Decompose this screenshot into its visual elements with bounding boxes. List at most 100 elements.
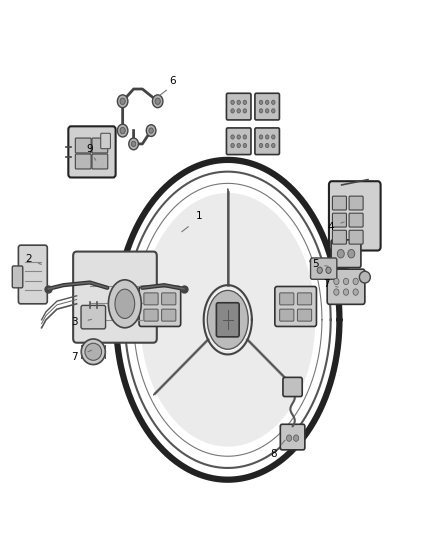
- FancyBboxPatch shape: [226, 93, 251, 120]
- Circle shape: [152, 95, 163, 108]
- Circle shape: [317, 267, 322, 273]
- Ellipse shape: [115, 289, 135, 318]
- Circle shape: [265, 109, 269, 113]
- Circle shape: [353, 278, 358, 285]
- FancyBboxPatch shape: [92, 138, 108, 153]
- Circle shape: [272, 135, 275, 139]
- Circle shape: [237, 135, 240, 139]
- Circle shape: [237, 100, 240, 104]
- FancyBboxPatch shape: [279, 293, 294, 305]
- Circle shape: [265, 100, 269, 104]
- FancyBboxPatch shape: [162, 293, 176, 305]
- Text: 8: 8: [270, 449, 277, 459]
- FancyBboxPatch shape: [283, 377, 302, 397]
- FancyBboxPatch shape: [226, 128, 251, 155]
- FancyBboxPatch shape: [311, 258, 337, 279]
- Circle shape: [243, 135, 247, 139]
- Circle shape: [293, 435, 299, 441]
- Circle shape: [120, 98, 125, 104]
- Circle shape: [343, 289, 349, 295]
- Text: 7: 7: [323, 279, 330, 288]
- Circle shape: [259, 100, 263, 104]
- Circle shape: [334, 278, 339, 285]
- Circle shape: [272, 100, 275, 104]
- FancyBboxPatch shape: [255, 93, 279, 120]
- FancyBboxPatch shape: [139, 286, 180, 326]
- FancyBboxPatch shape: [349, 230, 363, 244]
- FancyBboxPatch shape: [332, 213, 346, 227]
- FancyBboxPatch shape: [255, 128, 279, 155]
- Text: 9: 9: [86, 144, 93, 154]
- FancyBboxPatch shape: [73, 252, 157, 343]
- FancyBboxPatch shape: [18, 245, 47, 304]
- FancyBboxPatch shape: [101, 133, 110, 149]
- Circle shape: [259, 143, 263, 148]
- Circle shape: [334, 289, 339, 295]
- Circle shape: [155, 98, 160, 104]
- FancyBboxPatch shape: [297, 309, 311, 321]
- Text: 4: 4: [327, 222, 334, 231]
- FancyBboxPatch shape: [280, 424, 305, 450]
- FancyBboxPatch shape: [144, 309, 158, 321]
- FancyBboxPatch shape: [275, 286, 316, 326]
- Ellipse shape: [109, 280, 141, 328]
- FancyBboxPatch shape: [331, 240, 361, 268]
- Text: 3: 3: [71, 318, 78, 327]
- Text: 1: 1: [196, 211, 203, 221]
- Circle shape: [337, 249, 344, 258]
- Text: 5: 5: [312, 259, 319, 269]
- Circle shape: [117, 95, 128, 108]
- FancyBboxPatch shape: [349, 196, 363, 210]
- FancyBboxPatch shape: [92, 154, 108, 169]
- FancyBboxPatch shape: [75, 154, 91, 169]
- Ellipse shape: [85, 343, 102, 360]
- FancyBboxPatch shape: [75, 138, 91, 153]
- FancyBboxPatch shape: [332, 230, 346, 244]
- Circle shape: [117, 124, 128, 137]
- FancyBboxPatch shape: [216, 303, 239, 337]
- Circle shape: [237, 109, 240, 113]
- FancyBboxPatch shape: [297, 293, 311, 305]
- FancyBboxPatch shape: [12, 266, 23, 288]
- Circle shape: [231, 135, 234, 139]
- FancyBboxPatch shape: [327, 269, 365, 304]
- Circle shape: [231, 143, 234, 148]
- Circle shape: [131, 141, 136, 147]
- Circle shape: [272, 143, 275, 148]
- Polygon shape: [228, 193, 315, 393]
- Circle shape: [120, 127, 125, 134]
- Circle shape: [272, 109, 275, 113]
- FancyBboxPatch shape: [279, 309, 294, 321]
- Circle shape: [231, 100, 234, 104]
- Text: 6: 6: [170, 76, 177, 86]
- FancyBboxPatch shape: [68, 126, 116, 177]
- Circle shape: [265, 143, 269, 148]
- Circle shape: [265, 135, 269, 139]
- Polygon shape: [140, 193, 228, 393]
- FancyBboxPatch shape: [144, 293, 158, 305]
- FancyBboxPatch shape: [329, 181, 381, 251]
- Text: 7: 7: [71, 352, 78, 362]
- Circle shape: [348, 249, 355, 258]
- Circle shape: [146, 125, 156, 136]
- Circle shape: [259, 135, 263, 139]
- Circle shape: [286, 435, 292, 441]
- Circle shape: [231, 109, 234, 113]
- Ellipse shape: [207, 290, 248, 349]
- Circle shape: [237, 143, 240, 148]
- Circle shape: [243, 143, 247, 148]
- FancyBboxPatch shape: [81, 305, 106, 329]
- Polygon shape: [156, 338, 300, 447]
- Circle shape: [243, 109, 247, 113]
- Circle shape: [343, 278, 349, 285]
- Circle shape: [259, 109, 263, 113]
- Circle shape: [353, 289, 358, 295]
- FancyBboxPatch shape: [162, 309, 176, 321]
- Circle shape: [243, 100, 247, 104]
- FancyBboxPatch shape: [332, 196, 346, 210]
- Ellipse shape: [81, 339, 105, 365]
- Text: 2: 2: [25, 254, 32, 263]
- Circle shape: [129, 138, 138, 150]
- Circle shape: [149, 128, 153, 133]
- Circle shape: [326, 267, 331, 273]
